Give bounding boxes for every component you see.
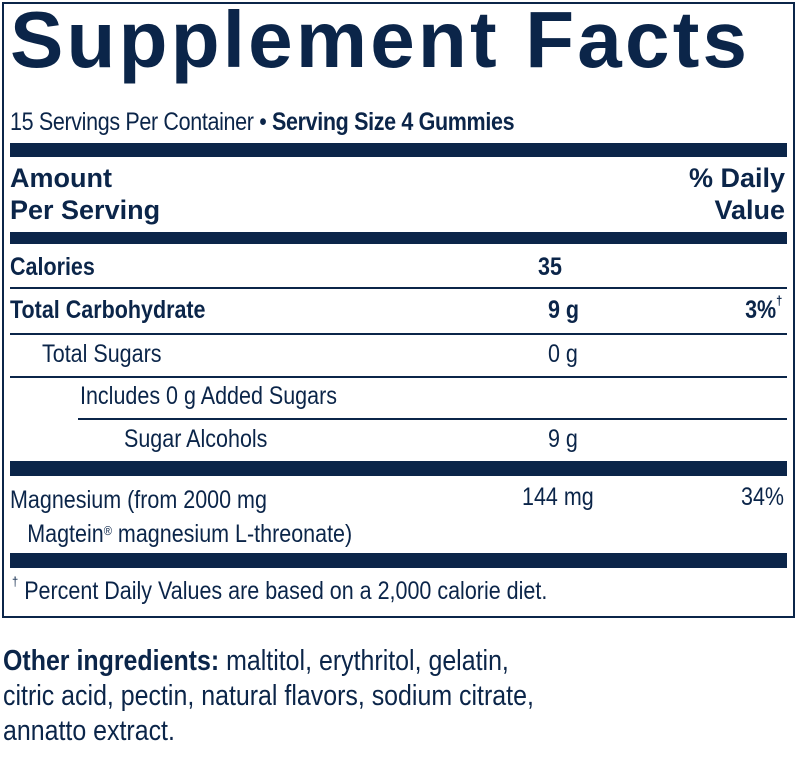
ingredients-line2: citric acid, pectin, natural flavors, so… — [3, 680, 534, 712]
calories-amount: 35 — [538, 253, 562, 281]
footnote-text: Percent Daily Values are based on a 2,00… — [24, 577, 548, 605]
registered-mark: ® — [103, 523, 112, 538]
sugar-alcohols-label: Sugar Alcohols — [124, 425, 268, 453]
thick-divider — [10, 232, 787, 244]
thick-divider — [10, 553, 787, 568]
total-sugars-label: Total Sugars — [42, 340, 162, 368]
other-ingredients: Other ingredients: maltitol, erythritol,… — [3, 644, 534, 749]
ingredients-text: maltitol, erythritol, gelatin, — [219, 645, 509, 677]
magnesium-line1: Magnesium (from 2000 mg — [10, 486, 267, 514]
header-text: Value — [714, 195, 785, 225]
sugar-alcohols-amount: 9 g — [548, 425, 578, 453]
magnesium-label: Magnesium (from 2000 mg Magtein® magnesi… — [10, 483, 352, 551]
amount-per-serving-header: Amount Per Serving — [10, 162, 160, 226]
dagger-mark: † — [12, 574, 19, 589]
panel-title: Supplement Facts — [10, 0, 751, 84]
magnesium-amount: 144 mg — [522, 483, 594, 511]
supplement-facts-panel — [2, 2, 795, 618]
total-sugars-amount: 0 g — [548, 340, 578, 368]
threonate-text: magnesium L-threonate) — [111, 520, 353, 548]
thin-divider — [10, 333, 787, 335]
bullet-separator: • — [259, 108, 267, 136]
dagger-mark: † — [775, 293, 782, 308]
thin-divider — [10, 376, 787, 378]
added-sugars-label: Includes 0 g Added Sugars — [80, 382, 337, 410]
ingredients-line1: Other ingredients: maltitol, erythritol,… — [3, 644, 534, 679]
header-text: Amount — [10, 163, 112, 193]
footnote: † Percent Daily Values are based on a 2,… — [12, 574, 548, 606]
header-text: % Daily — [688, 163, 785, 193]
magnesium-dv: 34% — [740, 483, 784, 511]
magtein-text: Magtein — [27, 520, 104, 548]
thick-divider — [10, 143, 787, 157]
thin-divider — [10, 287, 787, 289]
ingredients-line3: annatto extract. — [3, 715, 175, 747]
ingredients-label: Other ingredients: — [3, 645, 220, 677]
thick-divider — [10, 461, 787, 476]
dv-value: 3% — [744, 296, 776, 324]
daily-value-header: % Daily Value — [689, 162, 785, 226]
thin-divider — [78, 418, 787, 420]
header-text: Per Serving — [10, 195, 161, 225]
serving-size: Serving Size 4 Gummies — [272, 108, 515, 136]
total-carbohydrate-amount: 9 g — [548, 296, 580, 324]
servings-per-container: 15 Servings Per Container — [10, 108, 254, 136]
magnesium-line2: Magtein® magnesium L-threonate) — [10, 517, 352, 551]
serving-info: 15 Servings Per Container • Serving Size… — [10, 108, 515, 137]
calories-label: Calories — [10, 253, 95, 281]
total-carbohydrate-label: Total Carbohydrate — [10, 296, 206, 324]
total-carbohydrate-dv: 3%† — [744, 293, 782, 325]
